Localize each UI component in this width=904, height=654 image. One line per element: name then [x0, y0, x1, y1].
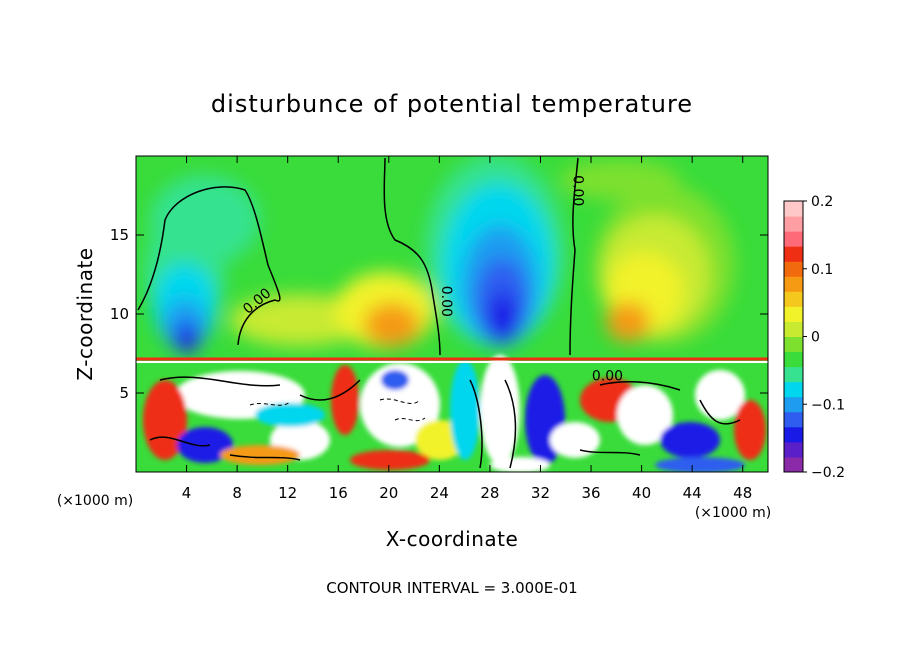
colorbar-tick-label: −0.1 [811, 397, 845, 413]
contour-label: 0.00 [592, 368, 623, 384]
contour-interval-footer: CONTOUR INTERVAL = 3.000E-01 [326, 579, 577, 597]
contour-lines [137, 157, 741, 469]
x-unit-right: (×1000 m) [695, 505, 771, 521]
x-tick-label: 16 [329, 484, 348, 502]
x-tick-label: 32 [531, 484, 550, 502]
colorbar-tick-label: 0.1 [811, 262, 833, 278]
colorbar-swatch [784, 456, 803, 473]
colorbar-swatch [784, 336, 803, 353]
x-tick-label: 44 [683, 484, 702, 502]
colorbar-swatch [784, 201, 803, 217]
colorbar-swatch [784, 216, 803, 232]
y-tick-label: 5 [119, 384, 129, 402]
colorbar-swatch [784, 351, 803, 368]
y-axis: 5 10 15 [110, 226, 768, 402]
heatmap-field [136, 156, 768, 472]
y-axis-label: Z-coordinate [73, 247, 97, 380]
colorbar-swatch [784, 321, 803, 337]
colorbar-tick-label: 0 [811, 330, 820, 346]
x-tick-label: 28 [480, 484, 499, 502]
contour-label: 0.00 [569, 175, 585, 206]
x-tick-label: 4 [182, 484, 192, 502]
x-tick-label: 48 [733, 484, 752, 502]
y-tick-label: 15 [110, 226, 129, 244]
x-tick-label: 36 [581, 484, 600, 502]
x-tick-label: 12 [278, 484, 297, 502]
colorbar-swatch [784, 291, 803, 307]
x-tick-label: 40 [632, 484, 651, 502]
colorbar-swatch [784, 381, 803, 398]
colorbar-swatch [784, 396, 803, 413]
x-tick-label: 24 [430, 484, 449, 502]
colorbar: 0.2 0.1 0 −0.1 −0.2 [783, 194, 845, 481]
colorbar-swatch [784, 246, 803, 262]
x-axis-label: X-coordinate [386, 527, 519, 551]
colorbar-swatch [784, 441, 803, 458]
colorbar-swatch [784, 261, 803, 277]
y-tick-label: 10 [110, 305, 129, 323]
chart-title: disturbunce of potential temperature [211, 90, 693, 118]
colorbar-swatch [784, 231, 803, 247]
x-tick-label: 20 [379, 484, 398, 502]
x-unit-left: (×1000 m) [57, 493, 133, 509]
colorbar-tick-label: 0.2 [811, 194, 833, 210]
x-axis: 4 8 12 16 20 24 28 32 36 40 44 48 [182, 156, 752, 502]
contour-label: 0.00 [438, 286, 454, 317]
x-tick-label: 8 [232, 484, 242, 502]
colorbar-swatch [784, 366, 803, 383]
colorbar-swatch [784, 306, 803, 322]
colorbar-swatch [784, 411, 803, 428]
colorbar-swatch [784, 276, 803, 292]
colorbar-tick-label: −0.2 [811, 465, 845, 481]
colorbar-swatch [784, 426, 803, 443]
